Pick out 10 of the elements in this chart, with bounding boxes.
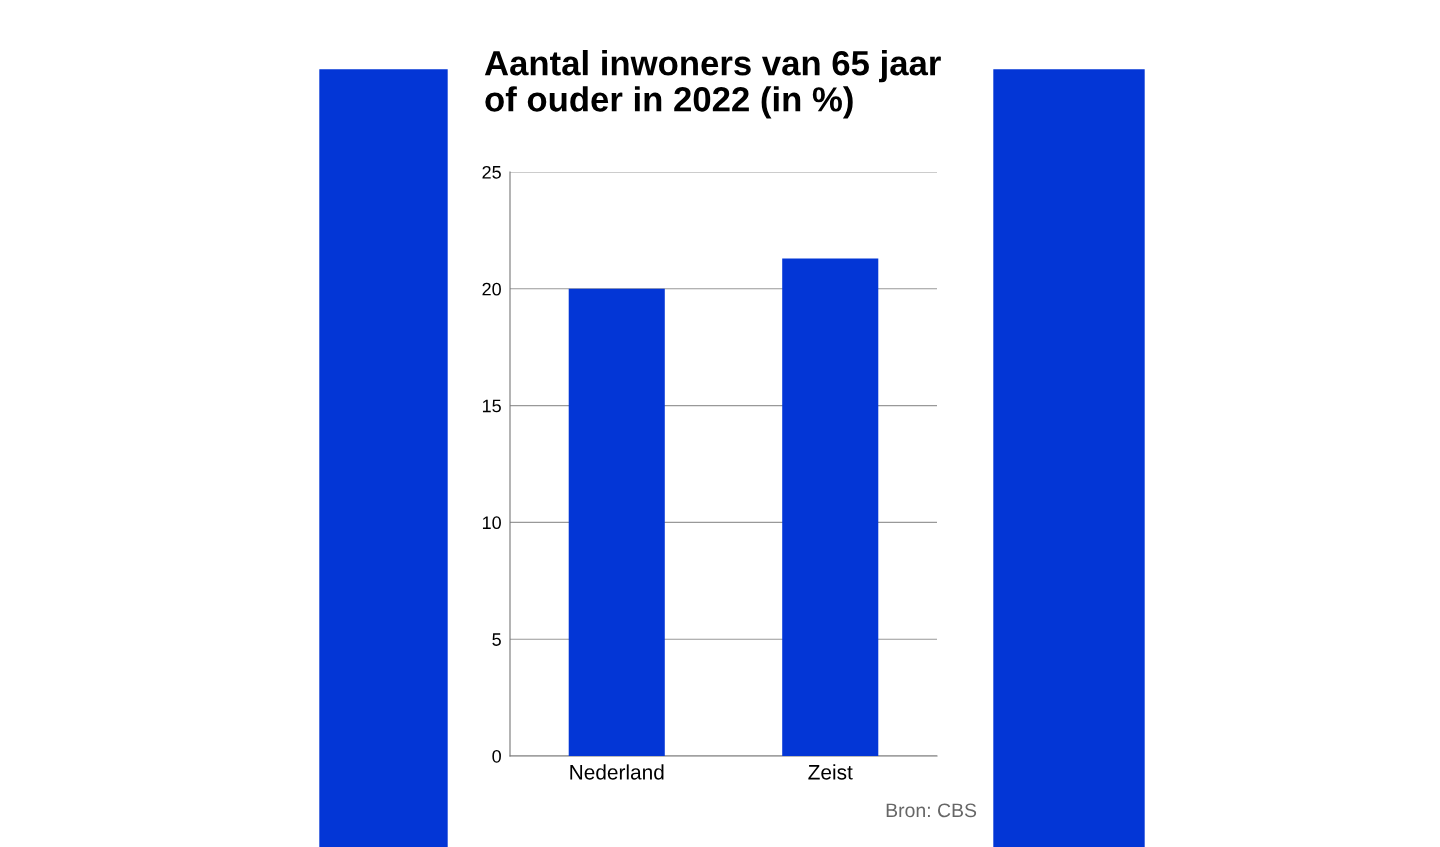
y-tick-label: 0	[492, 749, 501, 763]
y-tick-label: 25	[482, 165, 501, 179]
y-tick-label: 20	[482, 282, 501, 296]
x-tick-label: Nederland	[570, 764, 664, 780]
text: Bron: CBS	[886, 803, 977, 818]
chart-title: Aantal inwoners van 65 jaar of ouder in 2022 (in %)	[484, 50, 941, 119]
x-tick-label: Zeist	[808, 764, 853, 780]
y-tick-label: 5	[492, 633, 501, 646]
y-tick-label: 10	[482, 516, 501, 530]
y-tick-label: 15	[482, 399, 501, 413]
